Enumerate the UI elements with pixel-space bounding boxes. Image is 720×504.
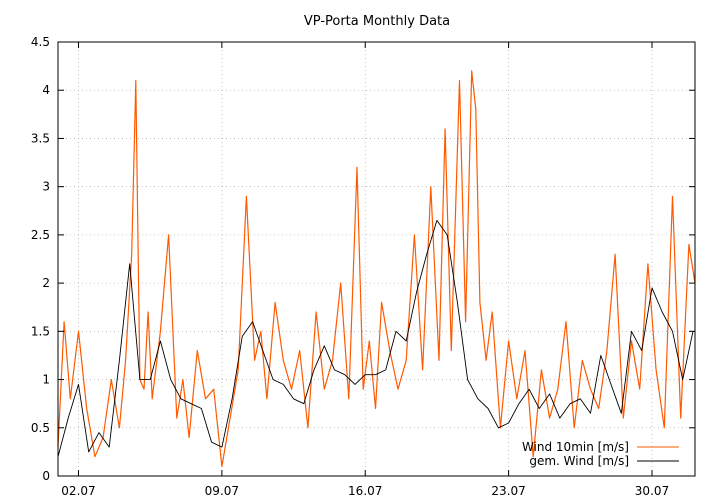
y-tick-label: 1 [42,373,50,387]
x-tick-label: 09.07 [205,484,239,498]
chart-title: VP-Porta Monthly Data [304,14,450,29]
x-tick-label: 16.07 [348,484,382,498]
y-tick-label: 4.5 [31,35,50,49]
legend: Wind 10min [m/s] gem. Wind [m/s] [522,440,679,468]
y-tick-label: 3 [42,180,50,194]
plot-frame [57,41,696,477]
y-tick-label: 3.5 [31,131,50,145]
axes: 0 0.5 1 1.5 2 2.5 3 3.5 4 4.5 02.07 09.07 16.07 23.07… [31,35,695,498]
x-tick-label: 30.07 [635,484,669,498]
y-tick-label: 4 [42,83,50,97]
x-tick-label: 23.07 [491,484,525,498]
plot-area [57,70,696,467]
y-tick-label: 2.5 [31,228,50,242]
y-tick-label: 0 [42,469,50,483]
grid [58,42,695,476]
y-tick-label: 0.5 [31,421,50,435]
y-tick-label: 1.5 [31,324,50,338]
legend-label-gem-wind: gem. Wind [m/s] [529,454,629,468]
x-tick-label: 02.07 [61,484,95,498]
series-line-gem-wind [57,219,694,457]
legend-label-wind-10min: Wind 10min [m/s] [522,440,629,454]
y-tick-label: 2 [42,276,50,290]
series-line-wind-10min [57,70,696,467]
